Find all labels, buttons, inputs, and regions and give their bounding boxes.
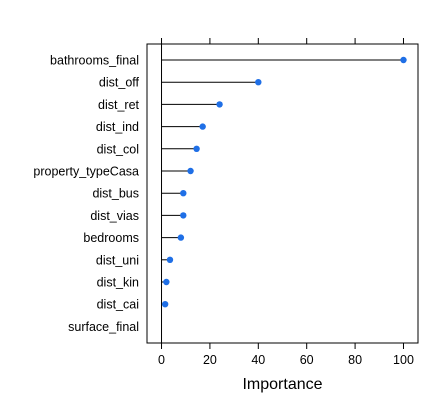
data-point [199,123,205,129]
category-label: bathrooms_final [50,54,139,68]
data-point [162,301,168,307]
category-label: dist_cai [97,298,139,312]
x-tick-label: 80 [348,353,362,367]
category-label: dist_bus [92,187,139,201]
plot-frame [147,44,418,343]
x-tick-label: 40 [251,353,265,367]
x-tick-label: 100 [393,353,414,367]
data-point [400,57,406,63]
x-tick-label: 20 [203,353,217,367]
category-label: dist_ret [98,98,140,112]
category-label: dist_vias [90,209,139,223]
data-point [187,168,193,174]
data-point [180,212,186,218]
category-labels: bathrooms_final dist_off dist_ret dist_indd… [33,54,139,334]
category-label: dist_kin [97,276,139,290]
category-label: dist_ind [96,120,139,134]
data-point [163,279,169,285]
category-label: dist_uni [96,253,139,267]
data-point [255,79,261,85]
x-axis-title: Importance [242,376,322,393]
data-point [216,101,222,107]
x-axis-ticks [162,38,404,349]
data-point [178,234,184,240]
points [162,57,407,308]
category-label: dist_off [99,76,140,90]
data-point [167,257,173,263]
category-label: dist_col [97,142,139,156]
data-point [180,190,186,196]
x-tick-label: 60 [300,353,314,367]
category-label: surface_final [68,320,139,334]
category-label: bedrooms [83,231,139,245]
x-tick-labels: 0 20 40 60 80 100 [158,353,414,367]
stems [162,44,404,343]
category-label: property_typeCasa [33,165,139,179]
data-point [193,146,199,152]
x-tick-label: 0 [158,353,165,367]
